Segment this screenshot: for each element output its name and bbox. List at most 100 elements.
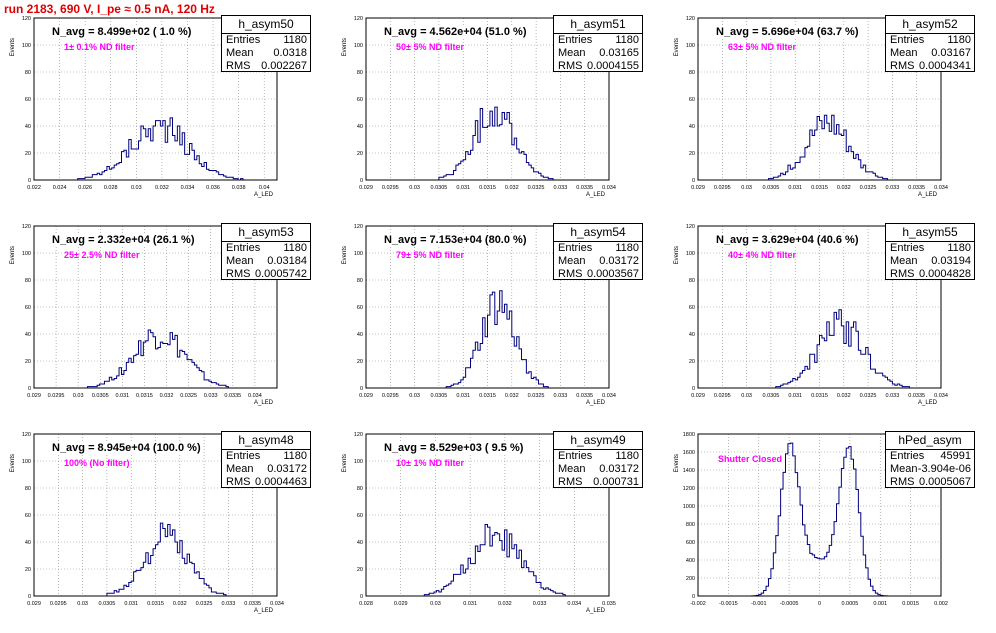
stats-value: 0.0318 <box>273 47 307 59</box>
y-tick-label: 80 <box>689 70 695 76</box>
y-tick-label: 20 <box>357 151 363 157</box>
y-tick-label: 600 <box>686 540 695 546</box>
y-tick-label: 20 <box>357 359 363 365</box>
y-tick-label: 40 <box>357 332 363 338</box>
y-tick-label: 60 <box>689 305 695 311</box>
y-tick-label: 60 <box>357 97 363 103</box>
y-axis-label: Events <box>10 454 16 472</box>
histogram-panel-h_asym53: 0 20 40 60 80 100 120 0.029 0.0295 0.03 0.0305 0.03… <box>0 218 332 425</box>
stats-value: 0.03184 <box>267 255 307 267</box>
stats-key: RMS <box>890 476 915 488</box>
x-tick-label: 0.035 <box>602 601 616 607</box>
stats-row: RMS 0.0005742 <box>222 268 310 281</box>
y-tick-label: 20 <box>25 359 31 365</box>
x-tick-label: 0.031 <box>124 601 138 607</box>
x-tick-label: 0.026 <box>78 185 92 191</box>
x-tick-label: 0.0305 <box>762 185 779 191</box>
x-tick-label: 0.0335 <box>576 185 593 191</box>
stats-row: Entries 1180 <box>886 242 974 255</box>
stats-value: 0.0005067 <box>919 476 971 488</box>
filter-label: Shutter Closed <box>718 454 783 464</box>
histogram-line <box>366 523 609 597</box>
x-tick-label: 0.032 <box>837 393 851 399</box>
y-tick-label: 80 <box>357 278 363 284</box>
stats-key: Entries <box>558 34 593 46</box>
y-tick-label: 60 <box>25 305 31 311</box>
y-tick-label: 40 <box>357 540 363 546</box>
stats-key: RMS <box>226 476 251 488</box>
x-tick-label: 0.03 <box>741 185 752 191</box>
y-tick-label: 0 <box>28 386 31 392</box>
x-tick-label: -0.0005 <box>780 601 799 607</box>
stats-row: Mean 0.0318 <box>222 47 310 60</box>
x-tick-label: 0.0325 <box>528 185 545 191</box>
x-axis-label: A_LED <box>586 608 606 614</box>
plot-frame <box>365 17 610 181</box>
stats-key: RMS <box>558 60 583 72</box>
stats-box: hPed_asym Entries 45991 Mean -3.904e-06 RMS 0.… <box>885 431 975 488</box>
navg-label: N_avg = 5.696e+04 (63.7 %) <box>716 26 859 38</box>
x-tick-label: 0.029 <box>359 393 373 399</box>
x-tick-label: 0.032 <box>173 601 187 607</box>
x-tick-label: 0.001 <box>873 601 887 607</box>
x-tick-label: 0.0325 <box>528 393 545 399</box>
stats-key: RMS <box>558 476 583 488</box>
x-tick-label: 0.033 <box>222 601 236 607</box>
filter-label: 40± 4% ND filter <box>728 250 796 260</box>
x-tick-label: 0.033 <box>554 185 568 191</box>
plot-frame <box>33 17 278 181</box>
y-tick-label: 40 <box>25 332 31 338</box>
x-tick-label: 0.03 <box>409 185 420 191</box>
histogram-plot: 0 20 40 60 80 100 120 0.029 0.0295 0.03 0.0305 0.03… <box>674 16 948 198</box>
stats-row: Mean 0.03165 <box>554 47 642 60</box>
navg-label: N_avg = 7.153e+04 (80.0 %) <box>384 234 527 246</box>
x-tick-label: 0.0295 <box>382 393 399 399</box>
stats-row: RMS 0.0004155 <box>554 60 642 73</box>
x-tick-label: 0.022 <box>27 185 41 191</box>
filter-label: 1± 0.1% ND filter <box>64 42 135 52</box>
stats-row: Entries 1180 <box>222 242 310 255</box>
stats-key: Entries <box>890 450 925 462</box>
stats-box: h_asym49 Entries 1180 Mean 0.03172 RMS 0.00073… <box>553 431 643 488</box>
y-tick-label: 120 <box>686 16 695 22</box>
x-tick-label: 0.0315 <box>811 185 828 191</box>
histogram-panel-h_asym54: 0 20 40 60 80 100 120 0.029 0.0295 0.03 0.0305 0.03… <box>332 218 664 425</box>
y-tick-label: 800 <box>686 522 695 528</box>
histogram-panel-h_asym52: 0 20 40 60 80 100 120 0.029 0.0295 0.03 0.0305 0.03… <box>664 10 996 217</box>
x-tick-label: 0.034 <box>934 393 948 399</box>
x-tick-label: 0.034 <box>567 601 581 607</box>
histogram-panel-hPed_asym: 0 200 400 600 800 1000 1200 1400 1600 1800 -0.002 -… <box>664 426 996 633</box>
filter-label: 25± 2.5% ND filter <box>64 250 140 260</box>
x-tick-label: 0.031 <box>463 601 477 607</box>
histogram-line <box>34 329 277 389</box>
y-tick-label: 120 <box>22 224 31 230</box>
stats-row: RMS 0.0005067 <box>886 476 974 489</box>
x-tick-label: 0.0325 <box>860 185 877 191</box>
stats-value: 0.0003567 <box>587 268 639 280</box>
y-tick-label: 1800 <box>683 432 695 438</box>
plot-frame <box>33 433 278 597</box>
y-axis-label: Events <box>674 246 680 264</box>
x-tick-label: 0.033 <box>886 393 900 399</box>
y-tick-label: 60 <box>357 305 363 311</box>
filter-label: 100% (No filter) <box>64 458 130 468</box>
x-tick-label: 0.0295 <box>50 601 67 607</box>
x-tick-label: 0.034 <box>270 601 284 607</box>
x-axis-label: A_LED <box>918 192 938 198</box>
y-tick-label: 60 <box>25 513 31 519</box>
stats-row: RMS 0.0003567 <box>554 268 642 281</box>
plot-frame <box>365 433 610 597</box>
stats-box: h_asym54 Entries 1180 Mean 0.03172 RMS 0.00035… <box>553 223 643 280</box>
x-tick-label: 0.0315 <box>479 393 496 399</box>
stats-row: RMS 0.0004463 <box>222 476 310 489</box>
stats-value: 0.03167 <box>931 47 971 59</box>
x-axis-label: A_LED <box>254 608 274 614</box>
x-tick-label: 0.029 <box>359 185 373 191</box>
stats-row: Mean 0.03194 <box>886 255 974 268</box>
stats-row: Mean 0.03172 <box>222 463 310 476</box>
histogram-name: h_asym48 <box>222 432 310 450</box>
stats-value: 0.03194 <box>931 255 971 267</box>
stats-key: Entries <box>226 34 261 46</box>
stats-row: RMS 0.0004341 <box>886 60 974 73</box>
histogram-plot: 0 20 40 60 80 100 120 0.029 0.0295 0.03 0.0305 0.03… <box>10 224 278 406</box>
